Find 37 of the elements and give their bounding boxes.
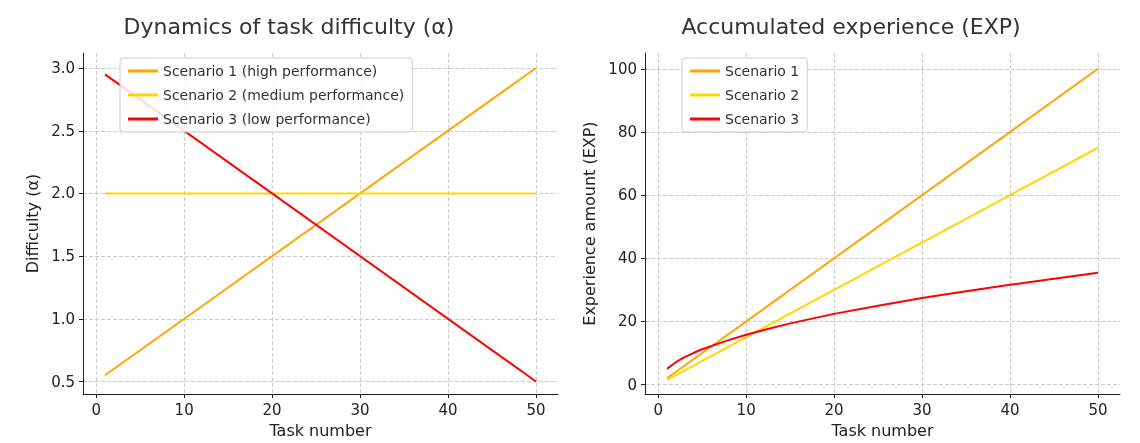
x-axis-title: Task number (830, 420, 934, 440)
y-tick-label: 1.0 (51, 309, 75, 328)
x-tick-label: 10 (174, 400, 194, 419)
legend-label: Scenario 3 (725, 111, 800, 127)
y-tick-label: 80 (617, 122, 637, 141)
x-tick-label: 20 (824, 400, 844, 419)
y-tick-label: 0.5 (51, 372, 75, 391)
x-tick-label: 10 (736, 400, 756, 419)
y-tick-label: 20 (617, 312, 637, 331)
x-tick-label: 30 (350, 400, 370, 419)
y-tick-label: 2.5 (51, 121, 75, 140)
y-axis-title: Experience amount (EXP) (579, 121, 599, 326)
x-tick-label: 40 (1000, 400, 1020, 419)
chart-title: Accumulated experience (EXP) (681, 13, 1021, 39)
x-tick-label: 50 (526, 400, 546, 419)
x-tick-label: 50 (1088, 400, 1108, 419)
y-tick-label: 0 (627, 375, 637, 394)
legend-label: Scenario 1 (725, 63, 800, 79)
chart-title: Dynamics of task difficulty (α) (123, 13, 455, 39)
line-series (665, 271, 1100, 370)
y-tick-label: 2.0 (51, 184, 75, 203)
x-tick-label: 0 (653, 400, 663, 419)
y-axis-title: Difficulty (α) (22, 173, 42, 274)
legend-label: Scenario 3 (low performance) (163, 111, 371, 127)
x-tick-label: 40 (438, 400, 458, 419)
y-tick-label: 60 (617, 186, 637, 205)
legend-label: Scenario 2 (725, 87, 800, 103)
legend-label: Scenario 2 (medium performance) (163, 87, 405, 103)
legend-label: Scenario 1 (high performance) (163, 63, 378, 79)
y-tick-label: 1.5 (51, 247, 75, 266)
x-axis-title: Task number (268, 420, 372, 440)
x-tick-label: 20 (262, 400, 282, 419)
x-tick-label: 0 (91, 400, 101, 419)
y-tick-label: 100 (608, 59, 637, 78)
x-tick-label: 30 (912, 400, 932, 419)
y-tick-label: 40 (617, 249, 637, 268)
y-tick-label: 3.0 (51, 59, 75, 78)
